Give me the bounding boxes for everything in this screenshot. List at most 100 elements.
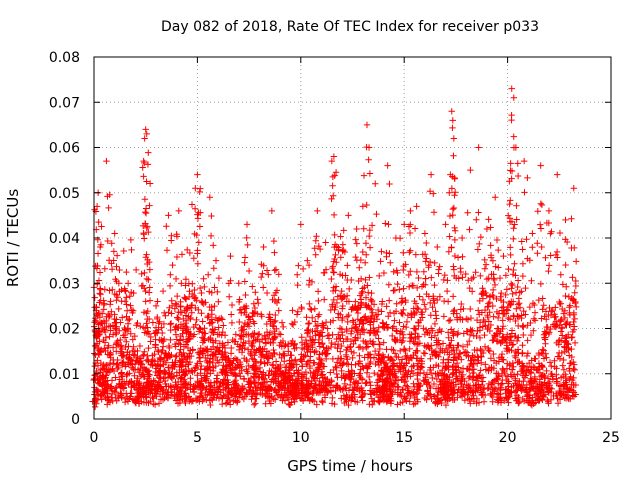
data-point — [194, 247, 201, 254]
data-point — [386, 250, 393, 257]
data-point — [540, 355, 548, 362]
data-point — [167, 321, 174, 328]
data-point — [359, 248, 366, 256]
data-point — [228, 301, 236, 309]
data-point — [318, 340, 326, 348]
data-point — [495, 246, 502, 254]
data-point — [281, 358, 288, 365]
data-point — [282, 341, 289, 349]
data-point — [332, 382, 340, 390]
data-point — [451, 224, 458, 232]
data-point — [329, 355, 337, 363]
data-point — [116, 266, 123, 274]
data-point — [295, 369, 303, 377]
data-point — [453, 346, 460, 354]
data-point — [308, 306, 315, 314]
data-point — [400, 285, 407, 292]
data-point — [508, 116, 515, 124]
data-point — [337, 348, 344, 355]
data-point — [369, 309, 376, 316]
y-tick-labels: 0 0.01 0.02 0.03 0.04 0.05 0.06 0.07 0.08 — [49, 50, 80, 428]
data-point — [186, 288, 193, 295]
data-point — [396, 319, 403, 326]
data-point — [329, 331, 336, 339]
data-point-peak — [200, 275, 207, 282]
data-point — [420, 377, 427, 384]
data-point — [385, 281, 393, 289]
data-point — [531, 355, 538, 362]
data-point — [363, 201, 370, 209]
data-point — [266, 397, 273, 405]
data-point-peak — [359, 203, 367, 210]
data-point — [465, 276, 472, 284]
data-point — [324, 325, 331, 332]
data-point — [522, 284, 529, 292]
data-point — [537, 200, 545, 207]
data-point — [371, 347, 379, 355]
data-point — [480, 398, 488, 405]
data-point — [235, 394, 243, 401]
data-point — [570, 318, 577, 326]
data-point — [450, 266, 458, 273]
data-point — [372, 385, 380, 392]
data-point — [113, 323, 120, 330]
data-point — [123, 268, 130, 276]
data-point — [520, 378, 527, 385]
data-point — [559, 362, 566, 369]
data-point — [563, 283, 570, 291]
data-point-peak — [537, 162, 544, 169]
data-point — [201, 283, 208, 291]
data-point — [429, 374, 436, 382]
data-point — [387, 259, 394, 266]
data-point — [118, 369, 125, 376]
data-point — [562, 261, 569, 269]
data-point — [480, 386, 487, 393]
data-point — [338, 287, 345, 295]
data-point — [562, 292, 569, 300]
data-point — [406, 229, 414, 237]
data-point — [406, 249, 413, 256]
data-point — [266, 311, 273, 318]
data-point — [98, 223, 105, 230]
data-point — [374, 328, 381, 336]
y-tick-label: 0.05 — [49, 186, 80, 202]
data-point — [161, 309, 168, 317]
data-point-peak — [449, 117, 456, 124]
data-point-peak — [146, 266, 154, 273]
data-point — [109, 397, 116, 405]
data-point — [256, 330, 263, 338]
data-point — [554, 378, 561, 385]
data-points — [89, 85, 580, 411]
data-point — [398, 309, 406, 317]
data-point — [530, 327, 537, 334]
data-point — [186, 249, 194, 257]
data-point-peak — [227, 252, 234, 260]
data-point — [568, 215, 575, 222]
data-point — [173, 253, 181, 261]
data-point — [182, 295, 189, 302]
data-point — [521, 189, 528, 196]
data-point — [343, 313, 351, 320]
data-point — [450, 204, 458, 212]
data-point — [118, 298, 125, 305]
data-point — [419, 296, 427, 304]
data-point — [370, 354, 378, 361]
data-point — [113, 252, 121, 259]
data-point — [543, 367, 550, 375]
data-point — [173, 352, 180, 360]
data-point — [204, 271, 212, 278]
data-point — [560, 366, 568, 373]
data-point — [571, 366, 578, 374]
data-point — [507, 251, 514, 259]
data-point — [390, 346, 397, 354]
data-point — [352, 253, 359, 261]
data-point — [126, 293, 134, 300]
data-point — [506, 361, 514, 368]
data-point — [407, 334, 414, 342]
data-point — [386, 180, 393, 188]
data-point — [298, 334, 305, 341]
data-point — [94, 357, 101, 364]
data-point — [112, 330, 120, 338]
x-tick-label: 10 — [292, 430, 310, 446]
data-point — [231, 378, 238, 385]
